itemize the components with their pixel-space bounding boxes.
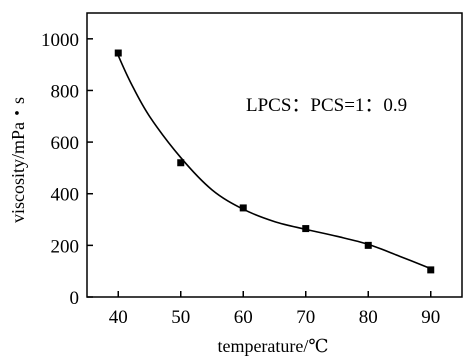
data-point — [177, 159, 185, 167]
data-point — [364, 241, 372, 249]
plot-border — [86, 12, 463, 298]
x-axis-ticks: 40 50 60 70 80 90 — [109, 291, 440, 328]
x-tick-label: 40 — [109, 307, 128, 328]
data-point — [302, 225, 310, 233]
x-tick-label: 80 — [359, 307, 378, 328]
fit-curve — [117, 55, 432, 270]
x-tick-label: 60 — [234, 307, 253, 328]
data-points — [114, 49, 435, 274]
y-tick-label: 1000 — [41, 30, 79, 51]
y-axis-title: viscosity/mPa・s — [8, 97, 28, 223]
y-tick-label: 400 — [51, 185, 80, 206]
x-tick-label: 70 — [296, 307, 315, 328]
y-tick-label: 800 — [51, 81, 80, 102]
x-tick-label: 50 — [171, 307, 190, 328]
data-point — [427, 266, 435, 274]
data-point — [114, 49, 122, 57]
y-tick-label: 200 — [51, 236, 80, 257]
data-point — [239, 204, 247, 212]
x-tick-label: 90 — [421, 307, 440, 328]
y-tick-label: 0 — [70, 288, 80, 309]
x-axis-title: temperature/℃ — [217, 336, 328, 356]
y-tick-label: 600 — [51, 133, 80, 154]
ratio-annotation: LPCS：PCS=1：0.9 — [246, 95, 407, 116]
fit-curve-layer — [117, 55, 432, 270]
y-axis-ticks: 0 200 400 600 800 1000 — [41, 30, 93, 309]
plot-frame — [86, 12, 463, 298]
